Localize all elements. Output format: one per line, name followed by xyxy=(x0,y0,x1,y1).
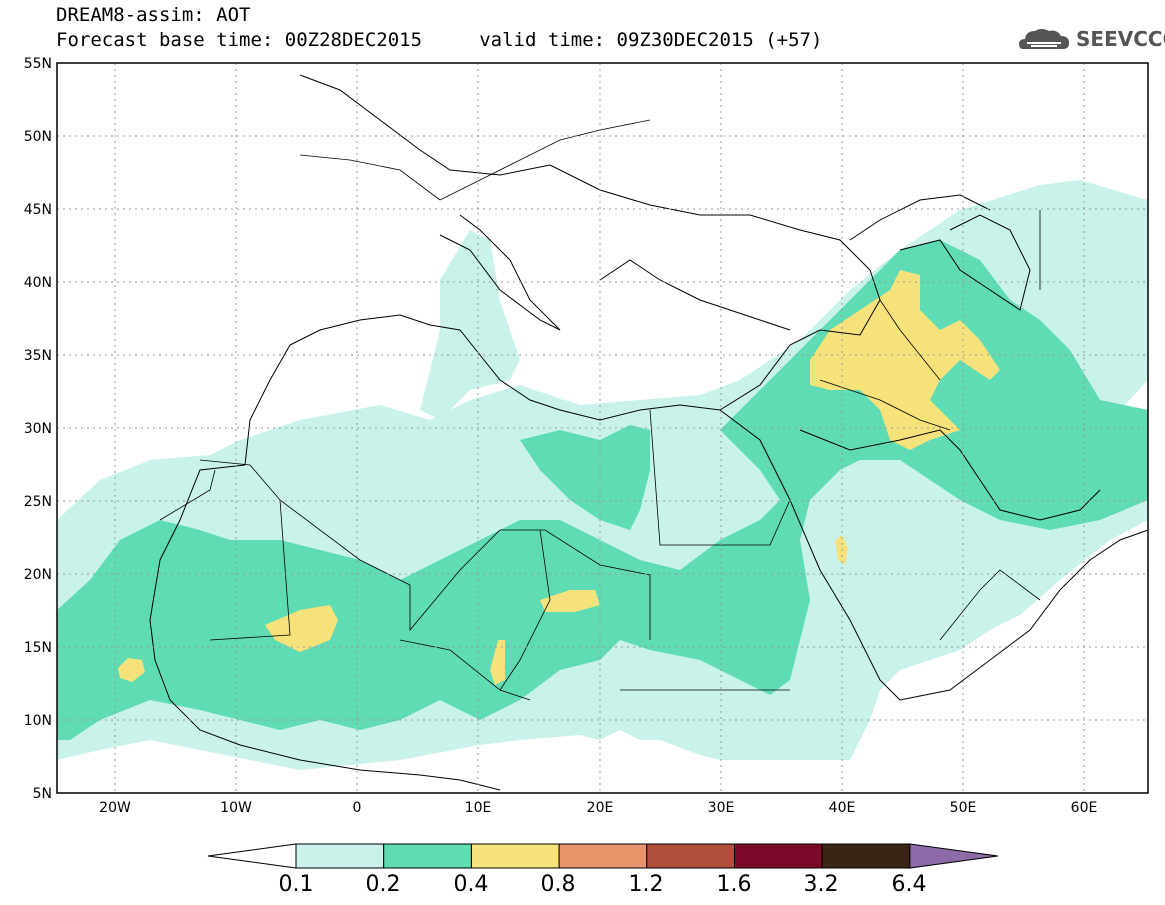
aot-patch-0-4-mali xyxy=(265,605,338,652)
aot-patch-0-2-sahara xyxy=(520,425,650,530)
lon-label: 60E xyxy=(1071,800,1098,816)
colorbar-segment xyxy=(207,843,297,869)
lon-labels: 20W 10W 0 10E 20E 30E 40E 50E 60E xyxy=(99,800,1097,816)
colorbar-label: 1.2 xyxy=(628,872,664,897)
aot-patch-0-4-iraq xyxy=(810,270,1000,450)
colorbar-segment xyxy=(470,843,560,869)
lat-label: 5N xyxy=(33,786,52,802)
lon-label: 30E xyxy=(708,800,735,816)
aot-patch-0-4-senegal xyxy=(118,658,145,682)
colorbar-segment xyxy=(383,843,472,869)
lat-label: 35N xyxy=(24,348,52,364)
map-gridlines xyxy=(57,63,1148,793)
colorbar-label: 1.6 xyxy=(716,872,752,897)
colorbar-label: 0.2 xyxy=(365,872,401,897)
aot-patch-0-4-nigeria xyxy=(490,640,505,685)
colorbar-segment xyxy=(909,843,998,869)
chart-title: DREAM8-assim: AOT xyxy=(56,4,251,26)
colorbar-segment xyxy=(646,843,735,869)
colorbar-label: 0.8 xyxy=(540,872,576,897)
country-borders xyxy=(159,119,1041,701)
colorbar-segment xyxy=(295,843,385,869)
chart-subtitle: Forecast base time: 00Z28DEC2015 valid t… xyxy=(56,29,823,51)
aot-patch-0-4-niger xyxy=(540,590,600,612)
colorbar-segment xyxy=(558,843,648,869)
lon-label: 0 xyxy=(353,800,362,816)
lat-labels: 55N 50N 45N 40N 35N 30N 25N 20N 15N 10N … xyxy=(24,56,52,802)
lon-label: 10W xyxy=(220,800,252,816)
colorbar-label: 0.4 xyxy=(453,872,489,897)
lat-label: 30N xyxy=(24,421,52,437)
lat-label: 45N xyxy=(24,202,52,218)
colorbar-segment xyxy=(821,843,911,869)
lat-label: 50N xyxy=(24,129,52,145)
lat-label: 10N xyxy=(24,713,52,729)
aot-patch-0-1-med xyxy=(420,230,520,420)
lon-label: 20W xyxy=(99,800,131,816)
colorbar-label: 6.4 xyxy=(891,872,927,897)
cloud-logo-icon xyxy=(1019,29,1069,49)
map-frame xyxy=(56,62,1149,794)
colorbar xyxy=(207,843,998,869)
lon-label: 50E xyxy=(950,800,977,816)
lon-label: 40E xyxy=(829,800,856,816)
lat-label: 40N xyxy=(24,275,52,291)
lat-label: 20N xyxy=(24,567,52,583)
colorbar-label: 0.1 xyxy=(278,872,314,897)
lon-label: 10E xyxy=(465,800,492,816)
logo-text: SEEVCCC xyxy=(1076,27,1165,51)
coastlines xyxy=(149,74,1148,791)
colorbar-segment xyxy=(734,843,823,869)
colorbar-label: 3.2 xyxy=(803,872,839,897)
lat-label: 25N xyxy=(24,494,52,510)
lat-label: 15N xyxy=(24,640,52,656)
lat-label: 55N xyxy=(24,56,52,72)
lon-label: 20E xyxy=(587,800,614,816)
